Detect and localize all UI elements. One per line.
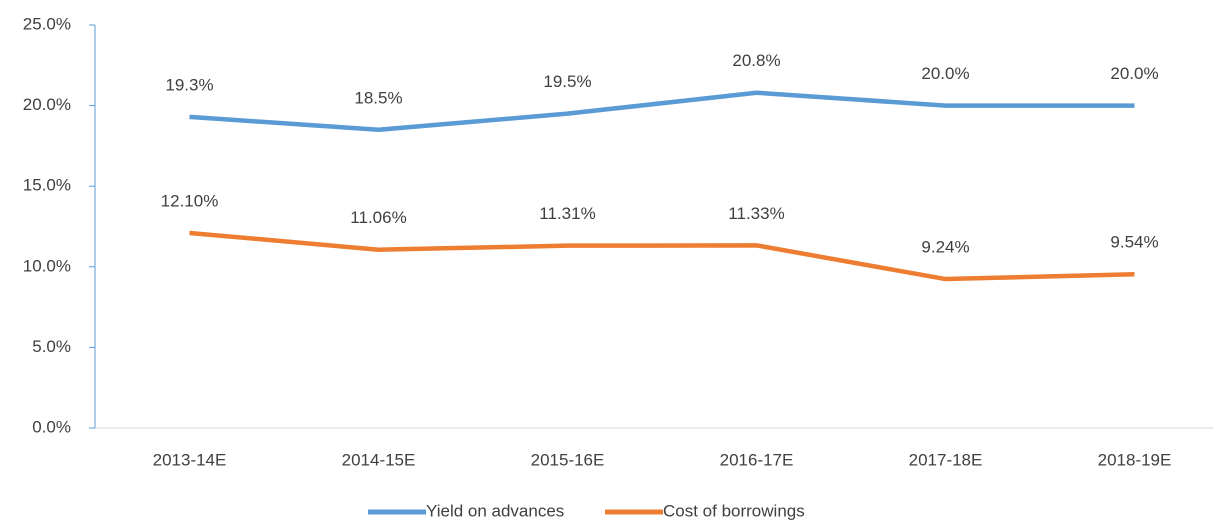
data-label: 9.54%	[1110, 233, 1158, 252]
x-tick-label: 2013-14E	[153, 450, 227, 469]
legend-label: Yield on advances	[426, 501, 564, 520]
data-label: 20.8%	[732, 51, 780, 70]
data-label: 20.0%	[921, 64, 969, 83]
x-tick-label: 2017-18E	[909, 450, 983, 469]
y-tick-label: 20.0%	[23, 95, 71, 114]
legend-label: Cost of borrowings	[663, 501, 805, 520]
data-label: 11.06%	[350, 208, 406, 227]
y-tick-label: 25.0%	[23, 14, 71, 33]
x-tick-label: 2014-15E	[342, 450, 416, 469]
data-label: 18.5%	[354, 88, 402, 107]
data-label: 12.10%	[161, 191, 219, 210]
data-label: 19.3%	[165, 75, 213, 94]
data-label: 11.31%	[539, 204, 595, 223]
y-tick-label: 15.0%	[23, 176, 71, 195]
y-tick-label: 5.0%	[32, 337, 71, 356]
x-tick-label: 2015-16E	[531, 450, 605, 469]
y-tick-label: 10.0%	[23, 256, 71, 275]
x-tick-label: 2016-17E	[720, 450, 794, 469]
x-tick-label: 2018-19E	[1098, 450, 1172, 469]
series-line	[189, 90, 1135, 133]
data-label: 20.0%	[1110, 64, 1158, 83]
data-label: 19.5%	[543, 72, 591, 91]
series-line	[189, 230, 1135, 282]
data-label: 9.24%	[921, 238, 969, 257]
y-tick-label: 0.0%	[32, 417, 71, 436]
data-label: 11.33%	[728, 204, 784, 223]
